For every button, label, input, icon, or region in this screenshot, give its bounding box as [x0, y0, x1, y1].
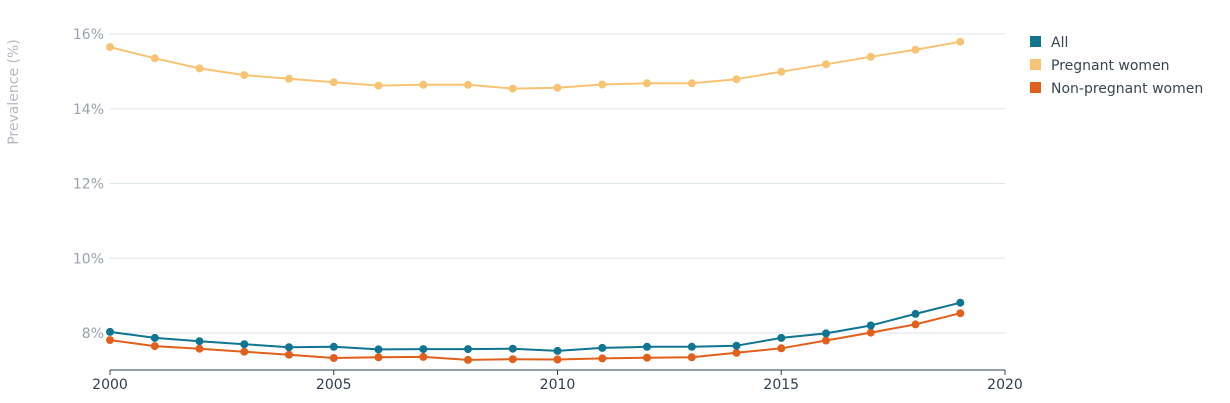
y-tick-label: 8%: [82, 326, 104, 342]
y-tick-label: 10%: [73, 251, 104, 267]
data-point-pregnant-women: [777, 67, 786, 76]
data-point-all: [553, 346, 562, 355]
data-point-all: [508, 344, 517, 353]
data-point-pregnant-women: [195, 64, 204, 73]
data-point-pregnant-women: [732, 75, 741, 84]
data-point-pregnant-women: [598, 80, 607, 89]
data-point-all: [150, 333, 159, 342]
legend-label-non-pregnant-women: Non-pregnant women: [1051, 81, 1203, 97]
data-point-non-pregnant-women: [419, 352, 428, 361]
data-point-all: [777, 333, 786, 342]
data-point-all: [374, 345, 383, 354]
data-point-pregnant-women: [643, 79, 651, 88]
data-point-all: [866, 321, 875, 330]
data-point-all: [106, 327, 114, 336]
legend-swatch-non-pregnant-women: [1030, 82, 1041, 93]
data-point-non-pregnant-women: [150, 342, 159, 351]
series-lines: [109, 40, 961, 361]
legend-label-all: All: [1051, 35, 1068, 51]
data-point-pregnant-women: [822, 60, 830, 69]
data-point-non-pregnant-women: [195, 344, 204, 353]
data-point-all: [240, 340, 249, 349]
data-point-all: [643, 342, 651, 351]
data-point-pregnant-women: [553, 83, 562, 92]
data-point-all: [598, 343, 607, 352]
data-point-pregnant-women: [374, 81, 383, 90]
data-point-all: [956, 298, 965, 307]
data-point-non-pregnant-women: [464, 355, 472, 364]
data-point-pregnant-women: [329, 78, 338, 87]
data-point-pregnant-women: [687, 79, 696, 88]
data-point-non-pregnant-women: [687, 353, 696, 362]
data-point-pregnant-women: [464, 80, 472, 89]
x-tick-label: 2015: [763, 377, 799, 393]
legend-swatch-all: [1030, 36, 1041, 47]
y-tick-label: 14%: [73, 102, 104, 118]
data-point-all: [822, 329, 830, 338]
gridlines: [110, 33, 1005, 334]
x-tick-label: 2020: [987, 377, 1023, 393]
x-tick-label: 2005: [316, 377, 352, 393]
data-point-all: [464, 345, 472, 354]
legend-swatch-pregnant-women: [1030, 59, 1041, 70]
data-point-all: [195, 337, 204, 346]
data-point-all: [732, 341, 741, 350]
data-point-non-pregnant-women: [553, 355, 562, 364]
data-point-non-pregnant-women: [240, 347, 249, 356]
data-point-non-pregnant-women: [732, 348, 741, 357]
data-point-all: [911, 309, 920, 318]
data-point-all: [687, 342, 696, 351]
data-point-pregnant-women: [150, 54, 159, 63]
data-point-non-pregnant-women: [866, 328, 875, 337]
data-point-all: [419, 345, 428, 354]
data-point-pregnant-women: [956, 37, 965, 46]
series-points: [106, 37, 965, 364]
data-point-pregnant-women: [911, 45, 920, 54]
series-line-all: [109, 301, 961, 352]
series-line-non-pregnant-women: [109, 312, 961, 361]
y-axis-ticks: 8% 10% 12% 14% 16%: [73, 27, 104, 342]
data-point-pregnant-women: [419, 80, 428, 89]
data-point-all: [329, 342, 338, 351]
x-tick-label: 2000: [92, 377, 128, 393]
data-point-pregnant-women: [866, 52, 875, 61]
x-axis-ticks: 2000 2005 2010 2015 2020: [92, 370, 1023, 393]
data-point-non-pregnant-women: [956, 309, 965, 318]
y-axis-title: Prevalence (%): [6, 39, 22, 145]
series-line-pregnant-women: [109, 40, 961, 90]
x-tick-label: 2010: [540, 377, 576, 393]
data-point-non-pregnant-women: [508, 355, 517, 364]
data-point-pregnant-women: [285, 74, 293, 83]
data-point-non-pregnant-women: [329, 354, 338, 362]
legend-label-pregnant-women: Pregnant women: [1051, 58, 1170, 74]
data-point-non-pregnant-women: [285, 350, 293, 359]
y-tick-label: 12%: [73, 177, 104, 193]
data-point-non-pregnant-women: [777, 344, 786, 353]
data-point-non-pregnant-women: [106, 336, 114, 345]
data-point-pregnant-women: [240, 71, 249, 80]
data-point-non-pregnant-women: [598, 354, 607, 363]
data-point-non-pregnant-women: [911, 320, 920, 329]
data-point-pregnant-women: [106, 43, 114, 52]
data-point-non-pregnant-women: [822, 336, 830, 345]
y-tick-label: 16%: [73, 27, 104, 43]
data-point-non-pregnant-women: [374, 353, 383, 362]
legend: All Pregnant women Non-pregnant women: [1030, 35, 1203, 97]
data-point-pregnant-women: [508, 84, 517, 93]
data-point-non-pregnant-women: [643, 353, 651, 362]
data-point-all: [285, 343, 293, 352]
